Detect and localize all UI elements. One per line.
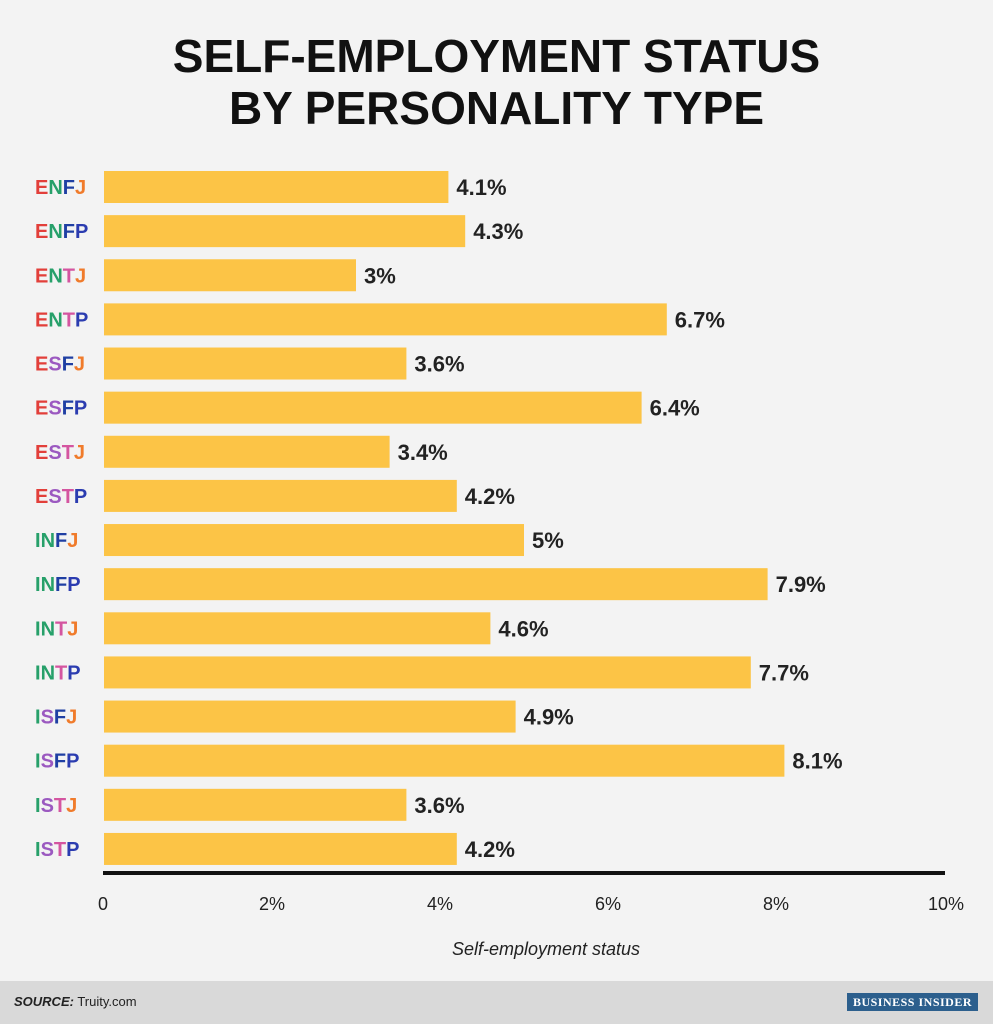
data-label-istp: 4.2% — [465, 837, 515, 862]
x-tick-label: 8% — [763, 894, 789, 914]
category-label-esfp: ESFP — [35, 398, 87, 420]
bar-enfj — [104, 171, 449, 203]
category-label-intp: INTP — [35, 662, 81, 684]
data-label-isfp: 8.1% — [792, 749, 842, 774]
bar-istj — [104, 788, 407, 821]
data-label-infp: 7.9% — [776, 572, 826, 597]
data-label-estp: 4.2% — [465, 484, 515, 509]
chart-title-line-1: SELF-EMPLOYMENT STATUS — [172, 30, 821, 82]
data-label-enfp: 4.3% — [473, 219, 523, 244]
category-label-entp: ENTP — [35, 309, 88, 331]
x-tick-label: 2% — [259, 894, 285, 914]
data-label-entj: 3% — [364, 263, 396, 288]
x-tick-label: 10% — [928, 894, 964, 914]
bar-intp — [104, 656, 751, 689]
category-label-enfj: ENFJ — [35, 177, 86, 199]
bar-isfj — [104, 700, 516, 733]
category-label-estp: ESTP — [35, 486, 87, 508]
category-label-infj: INFJ — [35, 530, 78, 552]
footer: SOURCE: Truity.com BUSINESS INSIDER — [0, 981, 993, 1024]
data-label-intp: 7.7% — [759, 660, 809, 685]
source-label: SOURCE: — [14, 994, 74, 1009]
bar-infp — [104, 568, 768, 601]
x-tick-label: 0 — [98, 894, 108, 914]
bar-esfj — [104, 347, 407, 380]
source-text: Truity.com — [77, 994, 137, 1009]
data-label-estj: 3.4% — [398, 440, 448, 465]
category-label-esfj: ESFJ — [35, 354, 85, 376]
category-label-infp: INFP — [35, 574, 81, 596]
x-tick-label: 6% — [595, 894, 621, 914]
bar-estp — [104, 479, 457, 512]
data-label-entp: 6.7% — [675, 307, 725, 332]
data-label-intj: 4.6% — [498, 616, 548, 641]
x-axis-title: Self-employment status — [452, 939, 640, 959]
bar-istp — [104, 832, 457, 865]
source-note: SOURCE: Truity.com — [14, 994, 137, 1009]
bar-enfp — [104, 215, 466, 248]
bar-entp — [104, 303, 667, 336]
category-label-isfp: ISFP — [35, 751, 79, 773]
bar-chart: 4.1% ENFJ 4.3% ENFP 3% ENTJ 6.7% ENTP 3.6% ESFJ 6.… — [35, 171, 964, 959]
category-label-entj: ENTJ — [35, 265, 86, 287]
data-label-infj: 5% — [532, 528, 564, 553]
category-label-intj: INTJ — [35, 618, 78, 640]
bar-estj — [104, 435, 390, 468]
bar-infj — [104, 524, 524, 557]
category-label-isfj: ISFJ — [35, 707, 77, 729]
bar-esfp — [104, 391, 642, 424]
data-label-isfj: 4.9% — [524, 705, 574, 730]
x-tick-label: 4% — [427, 894, 453, 914]
category-label-estj: ESTJ — [35, 442, 85, 464]
category-label-enfp: ENFP — [35, 221, 88, 243]
data-label-enfj: 4.1% — [456, 175, 506, 200]
data-label-istj: 3.6% — [414, 793, 464, 818]
data-label-esfj: 3.6% — [414, 352, 464, 377]
category-label-istj: ISTJ — [35, 795, 77, 817]
chart-title: SELF-EMPLOYMENT STATUS BY PERSONALITY TY… — [0, 30, 993, 134]
bar-intj — [104, 612, 491, 645]
chart-title-line-2: BY PERSONALITY TYPE — [228, 82, 765, 134]
data-label-esfp: 6.4% — [650, 396, 700, 421]
brand-logo: BUSINESS INSIDER — [846, 993, 978, 1011]
category-label-istp: ISTP — [35, 839, 79, 861]
bar-entj — [104, 259, 356, 292]
bar-isfp — [104, 744, 785, 777]
